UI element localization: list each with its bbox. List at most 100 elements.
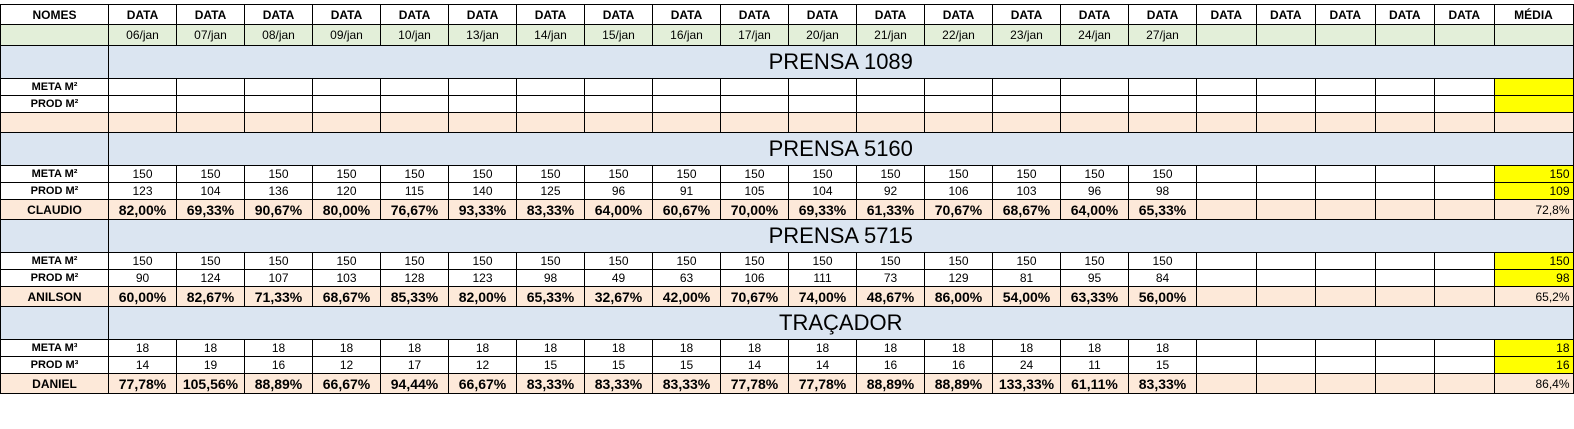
- empty-cell[interactable]: [1196, 252, 1257, 270]
- prod-cell[interactable]: [516, 95, 585, 113]
- data-column-header[interactable]: DATA: [1060, 4, 1129, 25]
- percentage-cell[interactable]: 86,00%: [924, 286, 993, 307]
- empty-cell[interactable]: [1434, 165, 1495, 183]
- percentage-cell[interactable]: 32,67%: [584, 286, 653, 307]
- meta-cell[interactable]: 150: [516, 165, 585, 183]
- data-column-header[interactable]: DATA: [924, 4, 993, 25]
- empty-cell[interactable]: [1255, 286, 1316, 307]
- data-column-header[interactable]: DATA: [312, 4, 381, 25]
- date-cell[interactable]: 17/jan: [720, 24, 789, 46]
- prod-cell[interactable]: 107: [244, 269, 313, 287]
- percentage-cell[interactable]: 65,33%: [1128, 199, 1197, 220]
- prod-cell[interactable]: [244, 95, 313, 113]
- section-label-blank[interactable]: [0, 219, 109, 253]
- meta-cell[interactable]: 150: [788, 165, 857, 183]
- prod-cell[interactable]: 106: [924, 182, 993, 200]
- percentage-cell[interactable]: 80,00%: [312, 199, 381, 220]
- prod-cell[interactable]: 106: [720, 269, 789, 287]
- prod-cell[interactable]: 15: [516, 356, 585, 374]
- percentage-cell[interactable]: [652, 112, 721, 133]
- date-cell[interactable]: 24/jan: [1060, 24, 1129, 46]
- percentage-cell[interactable]: 70,67%: [924, 199, 993, 220]
- prod-label[interactable]: PROD M³: [0, 356, 109, 374]
- prod-cell[interactable]: 15: [652, 356, 721, 374]
- average-header[interactable]: MÉDIA: [1493, 4, 1574, 25]
- percentage-cell[interactable]: 61,11%: [1060, 373, 1129, 394]
- meta-cell[interactable]: 150: [380, 165, 449, 183]
- empty-cell[interactable]: [1315, 78, 1376, 96]
- percentage-cell[interactable]: 94,44%: [380, 373, 449, 394]
- prod-cell[interactable]: 73: [856, 269, 925, 287]
- meta-cell[interactable]: 150: [720, 165, 789, 183]
- empty-cell[interactable]: [1434, 339, 1495, 357]
- empty-cell[interactable]: [1374, 165, 1435, 183]
- prod-cell[interactable]: 115: [380, 182, 449, 200]
- empty-cell[interactable]: [1196, 182, 1257, 200]
- data-column-header[interactable]: DATA: [992, 4, 1061, 25]
- prod-cell[interactable]: 24: [992, 356, 1061, 374]
- percentage-cell[interactable]: [788, 112, 857, 133]
- prod-cell[interactable]: [584, 95, 653, 113]
- meta-average-cell[interactable]: [1493, 78, 1574, 96]
- meta-cell[interactable]: [584, 78, 653, 96]
- meta-cell[interactable]: [108, 78, 177, 96]
- percentage-average-cell[interactable]: [1493, 112, 1574, 133]
- meta-cell[interactable]: 150: [584, 252, 653, 270]
- empty-cell[interactable]: [1374, 78, 1435, 96]
- meta-cell[interactable]: 18: [652, 339, 721, 357]
- percentage-cell[interactable]: [516, 112, 585, 133]
- percentage-cell[interactable]: [1128, 112, 1197, 133]
- operator-name[interactable]: DANIEL: [0, 373, 109, 394]
- prod-cell[interactable]: 16: [244, 356, 313, 374]
- meta-cell[interactable]: 18: [516, 339, 585, 357]
- data-column-header[interactable]: DATA: [108, 4, 177, 25]
- meta-cell[interactable]: 18: [720, 339, 789, 357]
- empty-cell[interactable]: [1434, 95, 1495, 113]
- percentage-cell[interactable]: [856, 112, 925, 133]
- empty-cell[interactable]: [1315, 373, 1376, 394]
- percentage-cell[interactable]: 66,67%: [312, 373, 381, 394]
- percentage-cell[interactable]: 77,78%: [720, 373, 789, 394]
- empty-cell[interactable]: [1434, 373, 1495, 394]
- empty-cell[interactable]: [1255, 112, 1316, 133]
- meta-cell[interactable]: 150: [856, 165, 925, 183]
- prod-cell[interactable]: 140: [448, 182, 517, 200]
- percentage-cell[interactable]: 64,00%: [1060, 199, 1129, 220]
- percentage-cell[interactable]: 83,33%: [652, 373, 721, 394]
- meta-label[interactable]: META M²: [0, 165, 109, 183]
- percentage-cell[interactable]: 82,00%: [448, 286, 517, 307]
- meta-cell[interactable]: 150: [108, 252, 177, 270]
- percentage-average-cell[interactable]: 65,2%: [1493, 286, 1574, 307]
- meta-cell[interactable]: 150: [176, 252, 245, 270]
- data-column-header[interactable]: DATA: [1196, 4, 1257, 25]
- prod-cell[interactable]: [856, 95, 925, 113]
- date-cell[interactable]: 16/jan: [652, 24, 721, 46]
- percentage-cell[interactable]: 70,67%: [720, 286, 789, 307]
- prod-cell[interactable]: 49: [584, 269, 653, 287]
- meta-cell[interactable]: [720, 78, 789, 96]
- data-column-header[interactable]: DATA: [176, 4, 245, 25]
- percentage-cell[interactable]: 70,00%: [720, 199, 789, 220]
- percentage-cell[interactable]: 42,00%: [652, 286, 721, 307]
- data-column-header[interactable]: DATA: [244, 4, 313, 25]
- meta-cell[interactable]: 150: [176, 165, 245, 183]
- data-column-header[interactable]: DATA: [652, 4, 721, 25]
- date-cell[interactable]: 27/jan: [1128, 24, 1197, 46]
- percentage-cell[interactable]: 69,33%: [176, 199, 245, 220]
- meta-cell[interactable]: 150: [1060, 252, 1129, 270]
- prod-cell[interactable]: 11: [1060, 356, 1129, 374]
- empty-cell[interactable]: [1255, 182, 1316, 200]
- percentage-cell[interactable]: 66,67%: [448, 373, 517, 394]
- operator-name[interactable]: CLAUDIO: [0, 199, 109, 220]
- meta-cell[interactable]: [788, 78, 857, 96]
- date-cell[interactable]: 07/jan: [176, 24, 245, 46]
- empty-date-cell[interactable]: [1315, 24, 1376, 46]
- meta-cell[interactable]: [1128, 78, 1197, 96]
- meta-cell[interactable]: 150: [1128, 252, 1197, 270]
- percentage-cell[interactable]: [924, 112, 993, 133]
- empty-cell[interactable]: [1315, 286, 1376, 307]
- empty-cell[interactable]: [1255, 95, 1316, 113]
- meta-cell[interactable]: 18: [108, 339, 177, 357]
- meta-cell[interactable]: 18: [856, 339, 925, 357]
- prod-cell[interactable]: 103: [312, 269, 381, 287]
